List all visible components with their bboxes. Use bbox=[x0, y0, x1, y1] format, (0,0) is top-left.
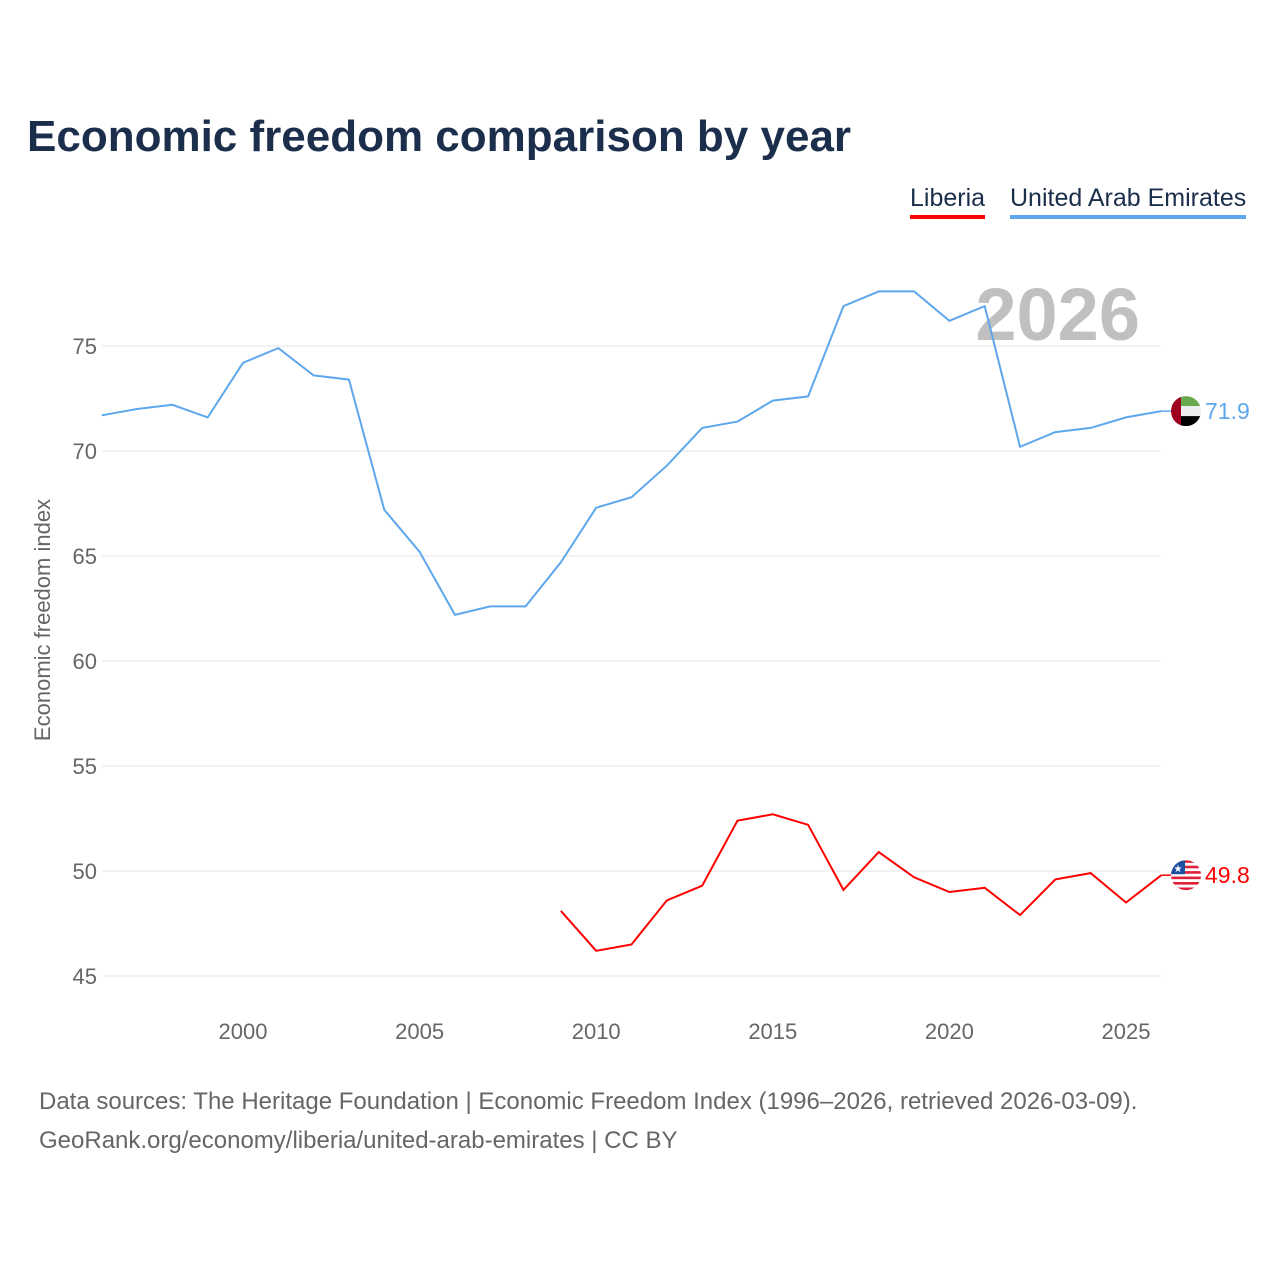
y-tick-label: 50 bbox=[73, 859, 97, 884]
year-watermark: 2026 bbox=[975, 273, 1140, 356]
footer-sources: Data sources: The Heritage Foundation | … bbox=[39, 1088, 1138, 1115]
svg-text:★: ★ bbox=[1174, 864, 1183, 875]
y-tick-label: 70 bbox=[73, 439, 97, 464]
y-tick-label: 55 bbox=[73, 754, 97, 779]
y-axis-label: Economic freedom index bbox=[30, 499, 55, 741]
y-tick-label: 75 bbox=[73, 334, 97, 359]
x-tick-label: 2015 bbox=[748, 1019, 797, 1044]
series-line-liberia bbox=[560, 813, 1162, 952]
y-tick-label: 65 bbox=[73, 544, 97, 569]
x-tick-label: 2025 bbox=[1102, 1019, 1151, 1044]
uae-flag-icon bbox=[1171, 396, 1201, 427]
x-tick-label: 2020 bbox=[925, 1019, 974, 1044]
x-tick-label: 2000 bbox=[219, 1019, 268, 1044]
x-tick-label: 2010 bbox=[572, 1019, 621, 1044]
chart-title: Economic freedom comparison by year bbox=[27, 112, 852, 161]
legend-liberia[interactable]: Liberia bbox=[910, 184, 986, 219]
footer-link[interactable]: GeoRank.org/economy/liberia/united-arab-… bbox=[39, 1127, 678, 1154]
x-tick-label: 2005 bbox=[395, 1019, 444, 1044]
series-line-uae bbox=[101, 290, 1162, 616]
end-value-label: 49.8 bbox=[1205, 862, 1250, 888]
legend-uae[interactable]: United Arab Emirates bbox=[1010, 184, 1247, 219]
y-tick-label: 45 bbox=[73, 964, 97, 989]
end-value-label: 71.9 bbox=[1205, 398, 1250, 424]
liberia-flag-icon: ★ bbox=[1171, 860, 1201, 891]
y-tick-label: 60 bbox=[73, 649, 97, 674]
